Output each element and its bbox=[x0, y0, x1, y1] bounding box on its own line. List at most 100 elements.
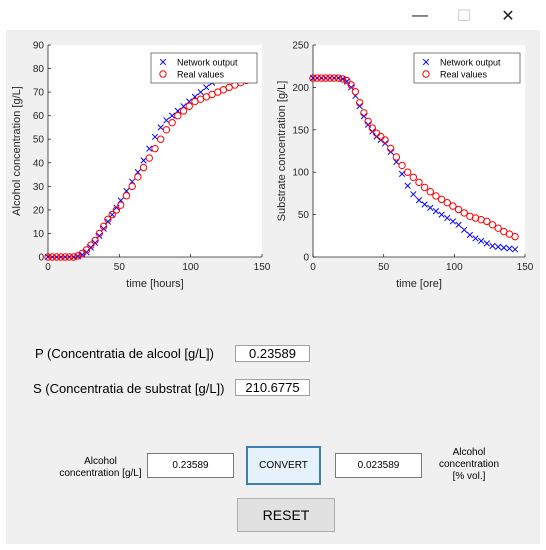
x-tick-label: 100 bbox=[182, 262, 199, 273]
data-point-real-values bbox=[74, 252, 82, 260]
legend-marker-x bbox=[159, 58, 167, 66]
data-point-real-values bbox=[174, 111, 182, 120]
legend-marker-o bbox=[422, 70, 430, 78]
substrate-chart: 0 50 100 150 0 50 100 150 200 250 time [ore] Substr… bbox=[276, 41, 534, 291]
legend-entry-label: Network output bbox=[440, 58, 501, 68]
alcohol-gl-label: Alcohol concentration [g/L] bbox=[58, 456, 143, 480]
data-point-real-values bbox=[95, 229, 104, 238]
data-point-network-output bbox=[104, 218, 112, 225]
x-tick-label: 50 bbox=[114, 262, 126, 273]
y-tick-label: 80 bbox=[33, 64, 45, 75]
data-point-real-values bbox=[494, 224, 502, 232]
data-point-real-values bbox=[157, 135, 165, 143]
alcohol-vol-label-line1: Alcohol bbox=[452, 447, 486, 458]
data-point-network-output bbox=[197, 88, 204, 96]
data-point-network-output bbox=[96, 232, 103, 239]
y-tick-label: 10 bbox=[33, 229, 45, 240]
data-point-real-values bbox=[151, 144, 159, 153]
title-bar: — ☐ ✕ bbox=[0, 0, 546, 30]
data-point-network-output bbox=[427, 204, 434, 211]
data-point-real-values bbox=[61, 253, 69, 261]
x-tick-label: 100 bbox=[446, 262, 463, 273]
data-point-network-output bbox=[109, 211, 116, 218]
y-tick-label: 40 bbox=[33, 158, 45, 169]
x-tick-label: 0 bbox=[45, 262, 51, 273]
data-point-network-output bbox=[100, 225, 107, 232]
data-point-network-output bbox=[203, 84, 210, 91]
data-point-network-output bbox=[151, 133, 159, 141]
s-value-field: 210.6775 bbox=[235, 379, 310, 396]
y-tick-label: 250 bbox=[292, 41, 309, 52]
data-point-network-output bbox=[466, 231, 474, 239]
data-point-network-output bbox=[511, 246, 519, 253]
data-point-real-values bbox=[87, 241, 95, 249]
data-point-real-values bbox=[44, 253, 52, 261]
data-point-network-output bbox=[455, 221, 462, 228]
data-point-real-values bbox=[426, 188, 435, 196]
data-point-network-output bbox=[438, 211, 445, 218]
y-tick-label: 50 bbox=[298, 210, 310, 221]
data-point-real-values bbox=[334, 74, 343, 82]
data-point-real-values bbox=[69, 253, 78, 261]
y-tick-label: 200 bbox=[292, 83, 309, 94]
data-point-network-output bbox=[168, 112, 176, 119]
data-point-real-values bbox=[139, 163, 148, 172]
data-point-network-output bbox=[461, 226, 468, 234]
data-point-network-output bbox=[410, 191, 417, 198]
data-point-network-output bbox=[404, 182, 411, 189]
data-point-real-values bbox=[162, 126, 171, 134]
data-point-real-values bbox=[443, 199, 451, 207]
data-point-network-output bbox=[478, 237, 485, 245]
alcohol-vol-output: 0.023589 bbox=[335, 453, 422, 478]
x-tick-label: 0 bbox=[310, 262, 316, 273]
maximize-button[interactable]: ☐ bbox=[456, 8, 472, 25]
data-point-real-values bbox=[122, 192, 131, 200]
data-point-network-output bbox=[415, 197, 423, 204]
data-point-real-values bbox=[65, 253, 74, 261]
data-point-real-values bbox=[309, 74, 317, 82]
data-point-real-values bbox=[128, 182, 136, 191]
data-point-network-output bbox=[157, 124, 164, 131]
alcohol-vol-label-line2: concentration bbox=[438, 459, 500, 470]
data-point-real-values bbox=[398, 161, 406, 170]
data-point-real-values bbox=[57, 253, 65, 261]
reset-button[interactable]: RESET bbox=[237, 498, 335, 532]
minimize-button[interactable]: — bbox=[412, 7, 428, 24]
data-point-real-values bbox=[483, 217, 491, 226]
data-point-network-output bbox=[494, 243, 502, 250]
data-point-real-values bbox=[343, 76, 351, 85]
x-tick-label: 150 bbox=[517, 262, 534, 273]
data-point-real-values bbox=[112, 206, 121, 214]
y-axis-label: Alcohol concentration [g/L] bbox=[11, 86, 23, 216]
alcohol-vol-label-line3: [% vol.] bbox=[452, 471, 486, 482]
data-point-real-values bbox=[387, 144, 395, 153]
data-point-real-values bbox=[108, 210, 116, 219]
x-tick-label: 150 bbox=[254, 262, 270, 273]
close-button[interactable]: ✕ bbox=[501, 8, 515, 25]
y-tick-label: 50 bbox=[33, 135, 45, 146]
convert-button-label: CONVERT bbox=[259, 460, 308, 471]
data-point-network-output bbox=[163, 117, 170, 124]
p-label: P (Concentratia de alcool [g/L]) bbox=[35, 346, 214, 361]
data-point-real-values bbox=[415, 178, 423, 187]
data-point-real-values bbox=[145, 154, 153, 162]
data-point-real-values bbox=[99, 222, 108, 231]
data-point-real-values bbox=[381, 136, 389, 144]
data-point-real-values bbox=[185, 102, 193, 110]
reset-button-label: RESET bbox=[262, 507, 310, 523]
data-point-real-values bbox=[432, 192, 440, 200]
data-point-real-values bbox=[82, 246, 91, 254]
data-point-network-output bbox=[91, 239, 99, 247]
data-point-real-values bbox=[48, 253, 56, 261]
data-point-network-output bbox=[421, 201, 428, 208]
data-point-network-output bbox=[140, 157, 147, 164]
legend-box bbox=[150, 52, 258, 84]
s-label: S (Concentratia de substrat [g/L]) bbox=[33, 381, 225, 396]
alcohol-gl-input[interactable]: 0.23589 bbox=[147, 453, 234, 478]
data-point-real-values bbox=[449, 202, 457, 210]
y-tick-label: 90 bbox=[33, 41, 45, 52]
data-point-network-output bbox=[393, 158, 400, 166]
convert-button[interactable]: CONVERT bbox=[246, 446, 321, 485]
data-point-network-output bbox=[483, 240, 490, 247]
data-point-real-values bbox=[392, 153, 401, 161]
